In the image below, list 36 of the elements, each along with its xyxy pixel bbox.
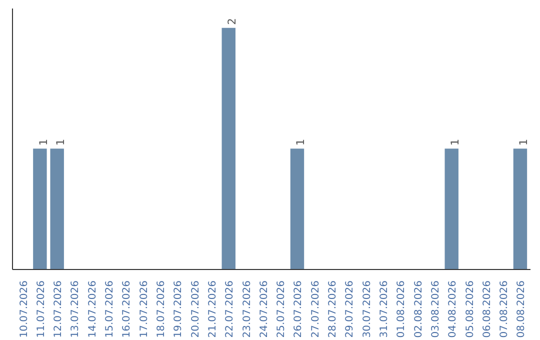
x-tick-label: 10.07.2026 [18, 280, 30, 338]
x-tick-label: 16.07.2026 [122, 280, 133, 338]
x-tick-label: 15.07.2026 [104, 280, 116, 338]
x-tick-label: 13.07.2026 [70, 280, 82, 338]
data-label: 1 [54, 138, 68, 146]
x-tick-label: 23.07.2026 [242, 280, 253, 338]
x-tick-label: 02.08.2026 [413, 280, 424, 338]
x-tick-label: 08.08.2026 [516, 280, 528, 338]
data-label: 1 [448, 138, 462, 146]
x-tick-label: 05.08.2026 [464, 280, 476, 338]
x-tick-label: 26.07.2026 [293, 280, 304, 338]
x-tick-label: 28.07.2026 [328, 280, 339, 338]
x-tick-label: 06.08.2026 [482, 280, 493, 338]
x-tick-label: 12.07.2026 [53, 280, 64, 338]
x-tick-label: 17.07.2026 [138, 280, 150, 338]
x-tick-label: 18.07.2026 [156, 280, 168, 338]
x-tick-label: 21.07.2026 [207, 280, 218, 338]
x-tick-label: 14.07.2026 [87, 280, 98, 338]
x-tick-label: 20.07.2026 [190, 280, 202, 338]
x-tick-label: 19.07.2026 [173, 280, 184, 338]
x-tick-label: 30.07.2026 [362, 280, 373, 338]
x-tick-label: 29.07.2026 [344, 280, 356, 338]
x-tick-label: 24.07.2026 [258, 280, 270, 338]
x-tick-label: 04.08.2026 [448, 280, 459, 338]
x-tick-label: 03.08.2026 [430, 280, 442, 338]
x-tick-label: 31.07.2026 [378, 280, 390, 338]
x-tick-label: 11.07.2026 [36, 280, 47, 338]
data-label: 1 [517, 138, 530, 146]
x-tick-label: 25.07.2026 [276, 280, 288, 338]
x-tick-label: 27.07.2026 [310, 280, 322, 338]
data-label: 2 [226, 18, 239, 25]
data-label: 1 [294, 138, 308, 146]
x-tick-label: 01.08.2026 [396, 280, 408, 338]
data-label: 1 [36, 138, 50, 146]
x-tick-label: 22.07.2026 [224, 280, 236, 338]
x-tick-label: 07.08.2026 [499, 280, 510, 338]
